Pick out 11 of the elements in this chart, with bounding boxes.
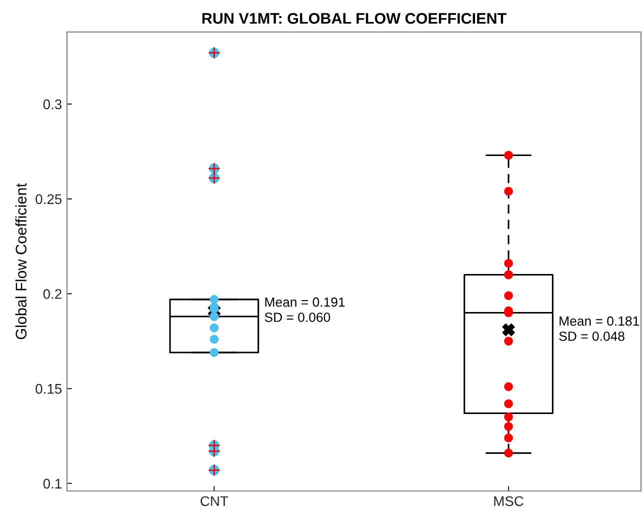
y-tick-label: 0.3 [43, 99, 62, 110]
x-tick-label: MSC [494, 496, 524, 506]
annotation: Mean = 0.191 SD = 0.060 [264, 297, 345, 322]
y-axis-title: Global Flow Coefficient [15, 183, 27, 340]
y-tick-label: 0.2 [43, 289, 62, 299]
y-tick-label: 0.15 [36, 384, 62, 394]
y-tick-label: 0.1 [43, 478, 62, 489]
x-tick-label: CNT [200, 496, 228, 506]
y-tick-label: 0.25 [36, 194, 62, 204]
annotation: Mean = 0.181 SD = 0.048 [559, 316, 639, 341]
chart-title: RUN V1MT: GLOBAL FLOW COEFFICIENT [202, 13, 506, 24]
